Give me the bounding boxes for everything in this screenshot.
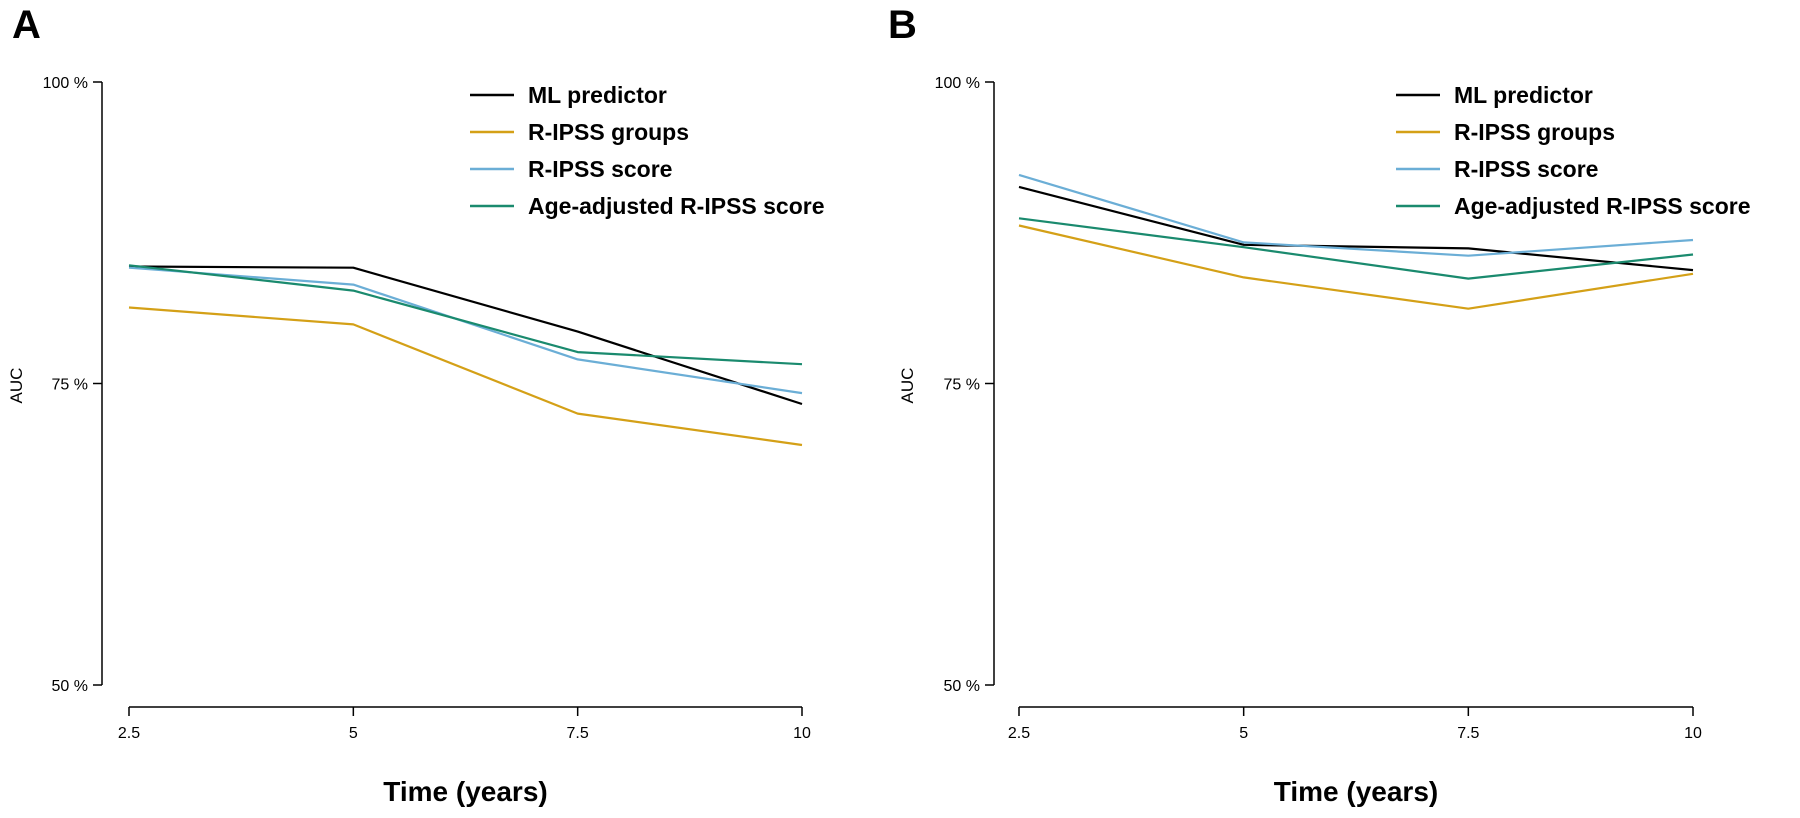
x-tick-label: 7.5	[567, 725, 589, 742]
y-axis-title-b: AUC	[898, 368, 917, 404]
series-line-3	[1018, 173, 1694, 257]
x-tick-label: 5	[1239, 725, 1248, 742]
x-tick-label: 10	[1684, 725, 1702, 742]
legend-label-1: ML predictor	[528, 82, 667, 108]
series-line-2	[128, 306, 803, 447]
legend-label-1: ML predictor	[1454, 82, 1593, 108]
x-tick-label: 2.5	[118, 725, 140, 742]
y-tick-label: 75 %	[944, 377, 980, 394]
y-tick-label: 100 %	[935, 75, 980, 92]
ticks-b: 50 % 75 % 100 % 2.5 5 7.5 10	[935, 75, 1702, 742]
legend-a: ML predictor R-IPSS groups R-IPSS score Age…	[470, 82, 825, 219]
legend-label-4: Age-adjusted R-IPSS score	[1454, 193, 1751, 219]
series-line-1	[128, 265, 803, 406]
axes-a	[101, 82, 802, 708]
x-tick-label: 2.5	[1008, 725, 1030, 742]
ticks-a: 50 % 75 % 100 % 2.5 5 7.5 10	[43, 75, 811, 742]
series-b	[1018, 173, 1694, 310]
y-tick-label: 50 %	[52, 678, 88, 695]
chart-panel-a: A 50 % 75 % 100 % 2.5 5 7.5 10 ML predictor R-I…	[7, 3, 825, 807]
y-tick-label: 50 %	[944, 678, 980, 695]
legend-label-3: R-IPSS score	[528, 156, 672, 182]
x-axis-title-b: Time (years)	[1274, 776, 1438, 807]
x-tick-label: 7.5	[1457, 725, 1479, 742]
legend-label-2: R-IPSS groups	[1454, 119, 1615, 145]
y-tick-label: 100 %	[43, 75, 88, 92]
panel-letter-a: A	[12, 3, 41, 47]
legend-b: ML predictor R-IPSS groups R-IPSS score Age…	[1396, 82, 1751, 219]
series-line-4	[128, 264, 803, 366]
y-axis-title-a: AUC	[7, 368, 26, 404]
legend-label-3: R-IPSS score	[1454, 156, 1598, 182]
series-a	[128, 264, 803, 447]
series-line-3	[128, 266, 803, 395]
x-tick-label: 10	[793, 725, 811, 742]
series-line-4	[1018, 217, 1694, 280]
series-line-1	[1018, 185, 1694, 272]
series-line-2	[1018, 224, 1694, 310]
chart-panel-b: B 50 % 75 % 100 % 2.5 5 7.5 10 ML predictor R-I…	[888, 3, 1751, 807]
x-axis-title-a: Time (years)	[383, 776, 547, 807]
y-tick-label: 75 %	[52, 377, 88, 394]
legend-label-4: Age-adjusted R-IPSS score	[528, 193, 825, 219]
panel-letter-b: B	[888, 3, 917, 47]
legend-label-2: R-IPSS groups	[528, 119, 689, 145]
x-tick-label: 5	[349, 725, 358, 742]
